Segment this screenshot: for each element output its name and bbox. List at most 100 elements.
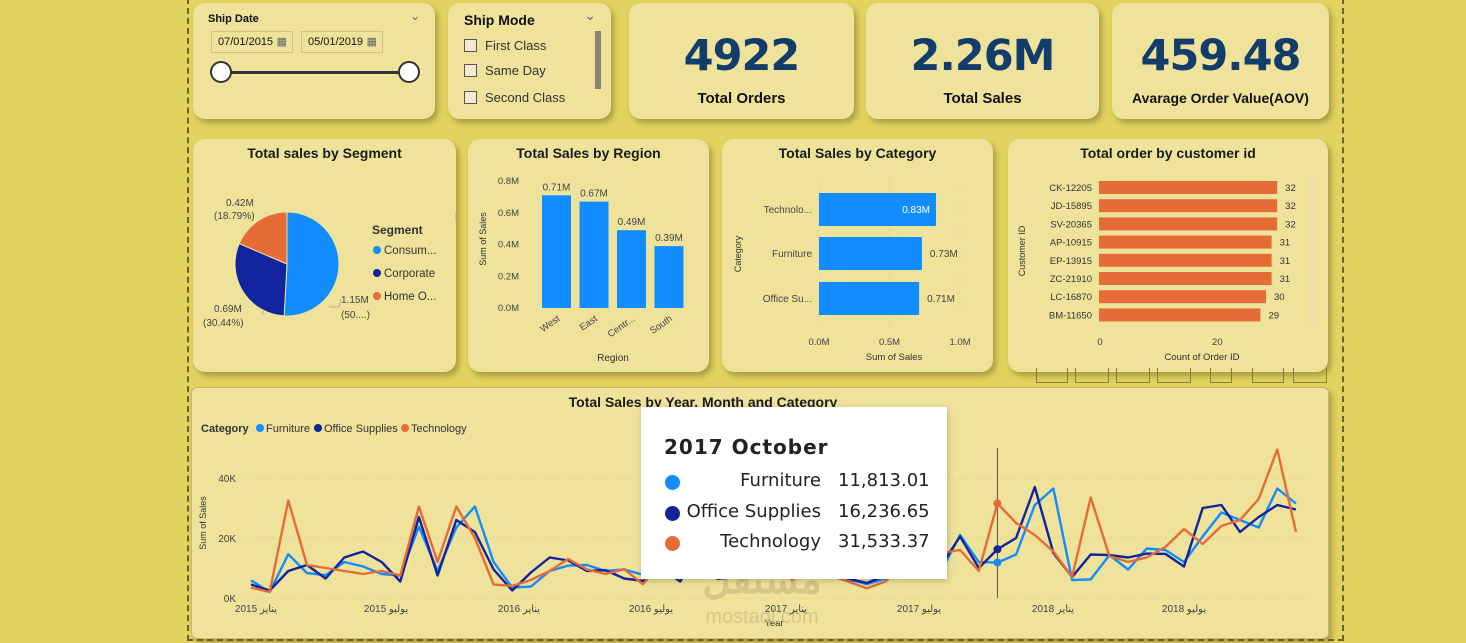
ship-mode-option[interactable]: Same Day [464,63,546,78]
more-options-button[interactable] [1293,368,1327,383]
customer-bar[interactable] [1099,181,1278,194]
x-tick-label: 0 [1097,337,1102,348]
scrollbar[interactable] [1310,174,1314,329]
pie-label-consumer-pct: (50....) [341,310,370,321]
ship-date-slicer[interactable]: Ship Date ⌄ 07/01/2015 ▦ 05/01/2019 ▦ [193,3,435,119]
y-tick-label: 0.8M [498,176,519,187]
legend-dot [314,424,322,432]
region-bar-chart[interactable]: Sum of Sales Region 0.0M 0.2M 0.4M 0.6M 0.8M… [468,139,709,372]
ship-mode-option[interactable]: Second Class [464,90,565,105]
category-bar-chart[interactable]: Category Sum of Sales 0.0M 0.5M 1.0M Techno… [722,139,993,372]
data-label: 0.39M [655,233,683,244]
legend-item[interactable]: Corporate [384,268,435,280]
checkbox-icon[interactable] [464,64,477,77]
data-label: 31 [1280,274,1291,285]
tooltip-row: Office Supplies 16,236.65 [641,500,947,530]
series-dot-icon [665,475,680,490]
customer-bar-card[interactable]: Total order by customer id Customer ID C… [1008,139,1328,372]
x-tick-label: يوليو 2018 [1162,604,1206,615]
expand-level-button[interactable] [1157,368,1191,383]
segment-pie-card[interactable]: Total sales by Segment 0.42M (18.79%) 0.… [193,139,456,372]
region-bar-card[interactable]: Total Sales by Region Sum of Sales Regio… [468,139,709,372]
y-tick-label: 0K [224,594,237,605]
date-slider-track[interactable] [221,71,409,74]
y-axis-title: Sum of Sales [478,212,488,266]
category-bar-card[interactable]: Total Sales by Category Category Sum of … [722,139,993,372]
pie-slice[interactable] [283,211,340,317]
watermark-subtext: mostaql.com [705,606,818,628]
y-axis-title: Sum of Sales [198,496,208,550]
x-axis-title: Count of Order ID [1165,352,1240,363]
y-tick-label: EP-13915 [1050,256,1092,267]
legend-item[interactable]: Furniture [266,423,310,435]
x-tick-label: يناير 2018 [1032,604,1074,615]
y-tick-label: 20K [218,534,236,545]
customer-bar[interactable] [1099,290,1267,304]
data-label: 0.49M [618,217,646,228]
x-tick-label: يناير 2016 [498,604,540,615]
ship-mode-option[interactable]: First Class [464,38,546,53]
start-date-input[interactable]: 07/01/2015 ▦ [211,31,293,53]
checkbox-icon[interactable] [464,39,477,52]
pie-slice[interactable] [238,211,288,265]
legend-item[interactable]: Consum... [384,245,436,257]
region-bar[interactable] [579,201,609,308]
category-bar[interactable] [819,282,920,315]
drill-up-button[interactable] [1036,368,1068,383]
x-tick-label: يوليو 2015 [364,604,408,615]
option-label: First Class [485,38,547,53]
customer-bar[interactable] [1099,308,1261,322]
calendar-icon[interactable]: ▦ [366,36,377,48]
x-axis-title: Year [764,618,783,629]
date-slider-handle-end[interactable] [398,61,420,83]
calendar-icon[interactable]: ▦ [276,36,287,48]
chart-title: Total order by customer id [1080,145,1256,161]
x-tick-label: يوليو 2016 [629,604,673,615]
end-date-input[interactable]: 05/01/2019 ▦ [301,31,383,53]
region-bar[interactable] [542,195,571,308]
y-tick-label: 0.4M [498,240,519,251]
scrollbar[interactable] [595,31,601,89]
y-tick-label: Furniture [772,249,812,260]
data-label: 29 [1268,310,1279,321]
drill-down-button[interactable] [1075,368,1109,383]
y-tick-label: 0.6M [498,208,519,219]
kpi-value: 4922 [683,31,801,81]
region-bar[interactable] [617,230,646,308]
kpi-total-sales: 2.26M Total Sales [866,3,1099,119]
option-label: Second Class [485,90,566,105]
data-label: 32 [1285,219,1296,230]
customer-bar[interactable] [1099,217,1278,231]
ship-mode-slicer[interactable]: Ship Mode ⌄ First Class Same Day Second … [448,3,611,119]
tooltip-title: 2017 October [664,435,829,459]
data-label: 0.71M [927,294,955,305]
region-bar[interactable] [654,246,684,308]
checkbox-icon[interactable] [464,91,477,104]
customer-bar[interactable] [1099,199,1278,213]
hover-point [993,545,1002,554]
pin-button[interactable] [1210,368,1232,383]
date-slider-handle-start[interactable] [210,61,232,83]
legend-item[interactable]: Home O... [384,291,436,303]
legend-dot [256,424,264,432]
focus-mode-button[interactable] [1252,368,1284,383]
chevron-down-icon[interactable]: ⌄ [409,9,420,23]
ship-date-label: Ship Date [208,13,259,25]
customer-bar[interactable] [1099,253,1272,267]
customer-bar-chart[interactable]: Customer ID Count of Order ID 0 20 CK-1220… [1008,139,1328,372]
segment-pie-chart[interactable]: 0.42M (18.79%) 0.69M (30.44%) 1.15M (50.… [193,139,456,372]
legend-item[interactable]: Technology [411,423,467,435]
customer-bar[interactable] [1099,235,1272,249]
customer-bar[interactable] [1099,272,1272,285]
y-tick-label: Office Su... [763,294,812,305]
chevron-down-icon[interactable]: ⌄ [584,8,596,24]
category-bar[interactable] [819,193,937,226]
legend-dot [373,246,381,254]
pie-label-corporate-value: 0.69M [214,304,242,315]
pie-slice[interactable] [234,242,288,317]
next-level-button[interactable] [1116,368,1150,383]
category-bar[interactable] [819,237,922,270]
legend-item[interactable]: Office Supplies [324,423,398,435]
start-date-value: 07/01/2015 [218,36,274,48]
x-tick-label: يناير 2015 [235,604,277,615]
